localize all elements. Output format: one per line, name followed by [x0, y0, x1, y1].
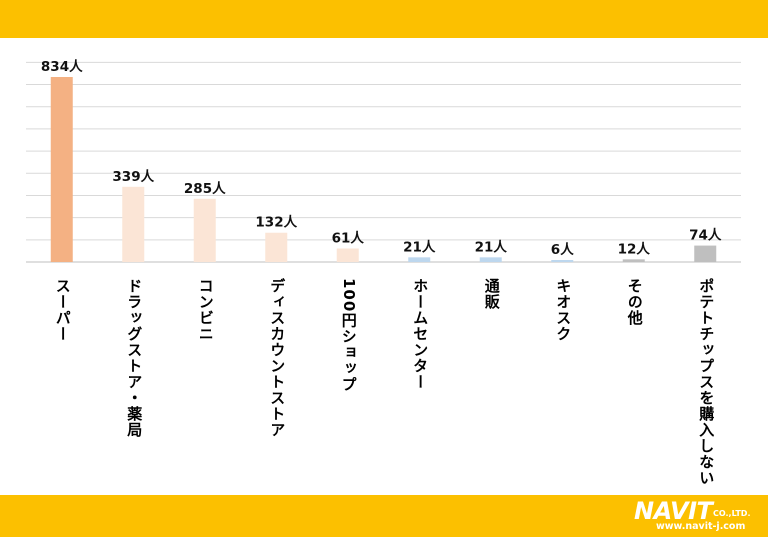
data-label: 834人: [41, 59, 83, 75]
data-label: 61人: [332, 230, 365, 246]
data-label: 21人: [403, 239, 436, 255]
category-label: ドラッグストア・薬局: [125, 278, 144, 438]
logo-url: www.navit-j.com: [656, 521, 746, 532]
bar: [193, 198, 216, 262]
category-label: ポテトチップスを購入しない: [697, 278, 716, 486]
bar: [479, 257, 502, 262]
data-label: 132人: [255, 215, 297, 231]
category-label: 100円ショップ: [339, 278, 358, 393]
data-label: 74人: [689, 228, 722, 244]
category-label: コンビニ: [196, 278, 215, 342]
bar: [694, 245, 717, 262]
gridlines: [26, 61, 741, 263]
bar: [551, 260, 574, 262]
data-label: 285人: [184, 181, 226, 197]
category-label: キオスク: [554, 278, 573, 342]
data-label: 12人: [618, 241, 651, 257]
data-labels: 834人 339人 285人 132人 61人 21人 21人 6人 12人 74人: [41, 59, 722, 258]
category-label: 通販: [482, 278, 501, 310]
logo-brand: NAVIT: [634, 497, 713, 525]
category-label: ディスカウントストア: [268, 278, 287, 438]
bottom-banner: [0, 495, 768, 537]
logo-suffix: CO.,LTD.: [713, 509, 751, 518]
bar: [122, 186, 145, 262]
top-banner: [0, 0, 768, 38]
category-label: スーパー: [53, 278, 72, 342]
bar: [622, 259, 645, 262]
bar: [265, 232, 288, 262]
data-label: 339人: [112, 169, 154, 185]
data-label: 6人: [551, 242, 574, 258]
bar: [408, 257, 431, 262]
navit-logo: NAVIT CO.,LTD. www.navit-j.com: [634, 497, 760, 533]
category-label: その他: [625, 278, 644, 326]
data-label: 21人: [475, 239, 508, 255]
bar: [336, 248, 359, 262]
bars: [50, 77, 717, 262]
bar: [50, 77, 73, 262]
category-label: ホームセンター: [411, 278, 430, 390]
